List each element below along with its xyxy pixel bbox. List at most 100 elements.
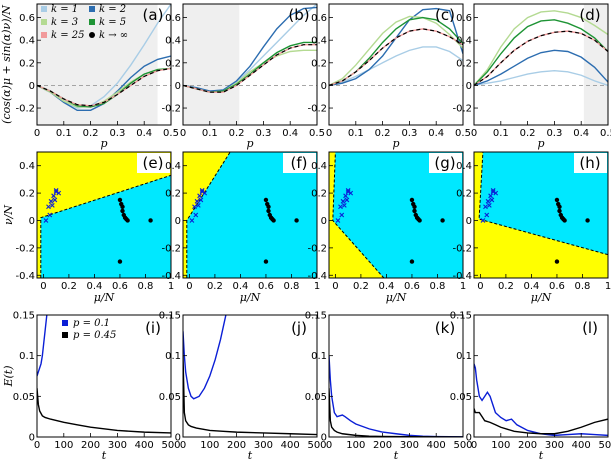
- series-group: [474, 363, 608, 437]
- black-point: [440, 218, 445, 223]
- y-axis-label: ν/N: [2, 205, 15, 225]
- legend-label: k = 3: [51, 17, 78, 28]
- black-point: [266, 204, 271, 209]
- y-tick-label: 0.15: [450, 311, 472, 322]
- black-point: [409, 259, 415, 264]
- y-tick-label: 0: [175, 81, 181, 92]
- panel-label: (l): [582, 319, 598, 337]
- black-point: [412, 204, 417, 209]
- x-tick-label: 200: [227, 440, 246, 451]
- y-tick-label: 0.4: [456, 36, 472, 47]
- x-tick-label: 500: [161, 440, 180, 451]
- series-line-1: [183, 355, 317, 436]
- series-line-0: [183, 315, 227, 400]
- y-tick-label: 0: [321, 81, 327, 92]
- panel-label: (g): [434, 154, 455, 172]
- black-point: [409, 197, 415, 203]
- y-tick-label: 0.6: [165, 13, 181, 24]
- panel-f: 0 0.2 0.4 0.6 0.8 1-0.4-0.200.20.4μ/N(f): [161, 151, 320, 304]
- x-tick-label: 0: [332, 281, 338, 292]
- x-tick-label: 0.4: [428, 128, 444, 139]
- legend-label: p = 0.45: [73, 330, 116, 341]
- x-tick-label: 0.5: [455, 128, 471, 139]
- y-tick-label: 0.1: [165, 351, 181, 362]
- x-tick-label: 0.4: [573, 128, 589, 139]
- x-tick-label: 0.5: [600, 128, 611, 139]
- blue-point: [490, 189, 496, 195]
- x-axis-label: μ/N: [94, 291, 115, 304]
- x-tick-label: 0.6: [404, 281, 420, 292]
- panel-frame: [36, 3, 172, 126]
- x-axis-label: t: [248, 449, 253, 462]
- x-tick-label: 0.4: [282, 128, 298, 139]
- blue-point: [480, 218, 486, 223]
- x-tick-label: 100: [200, 440, 219, 451]
- x-axis-label: t: [102, 449, 107, 462]
- y-tick-label: 0: [29, 433, 35, 444]
- y-tick-label: 0.4: [19, 161, 35, 172]
- panel-label: (i): [145, 319, 161, 337]
- black-point: [417, 218, 422, 223]
- x-tick-label: 0.4: [232, 281, 248, 292]
- blue-point: [340, 198, 346, 204]
- series-line-0: [37, 315, 48, 377]
- y-tick-label: 0.2: [311, 58, 327, 69]
- y-tick-label: 0.2: [165, 58, 181, 69]
- blue-point: [339, 212, 345, 218]
- cyan-region: [332, 152, 463, 278]
- series-group: [329, 7, 463, 87]
- y-tick-label: -0.4: [161, 271, 181, 282]
- heatmap-regions: [329, 152, 463, 278]
- black-point: [266, 208, 271, 214]
- x-tick-label: 0.6: [112, 281, 128, 292]
- x-tick-label: 1: [605, 281, 611, 292]
- blue-point: [341, 203, 347, 208]
- x-tick-label: 500: [598, 440, 611, 451]
- x-tick-label: 300: [254, 440, 273, 451]
- x-axis-label: μ/N: [240, 291, 261, 304]
- y-tick-label: 0.2: [311, 189, 327, 200]
- legend-label: k = 2: [99, 4, 126, 15]
- panel-label: (h): [579, 154, 600, 172]
- series-line-1: [37, 388, 171, 434]
- shaded-region: [183, 4, 240, 125]
- blue-point: [195, 203, 201, 208]
- x-tick-label: 200: [518, 440, 537, 451]
- y-tick-label: 0.05: [13, 392, 35, 403]
- x-tick-label: 400: [135, 440, 154, 451]
- series-group: [329, 355, 463, 437]
- blue-point: [484, 212, 490, 218]
- x-tick-label: 300: [545, 440, 564, 451]
- cyan-region: [479, 152, 608, 278]
- y-tick-label: 0.15: [13, 311, 35, 322]
- series-group: [183, 4, 317, 93]
- blue-point: [193, 212, 199, 218]
- legend-marker: [89, 32, 95, 38]
- x-tick-label: 300: [108, 440, 127, 451]
- y-tick-label: 0.2: [19, 189, 35, 200]
- blue-point: [194, 198, 200, 204]
- blue-point: [485, 198, 491, 204]
- y-tick-label: -0.2: [15, 243, 35, 254]
- x-tick-label: 0: [326, 440, 332, 451]
- x-axis-label: p: [246, 137, 253, 150]
- y-tick-label: 0: [466, 216, 472, 227]
- x-tick-label: 0.4: [136, 128, 152, 139]
- series-line-3: [329, 16, 463, 87]
- shaded-region: [583, 4, 608, 125]
- blue-point: [348, 190, 354, 196]
- panel-frame: [473, 3, 609, 126]
- x-tick-label: 400: [427, 440, 446, 451]
- black-point: [557, 208, 562, 214]
- panel-frame: [328, 314, 464, 438]
- x-tick-label: 0.6: [549, 281, 565, 292]
- x-tick-label: 0: [180, 440, 186, 451]
- panel-frame: [182, 3, 318, 126]
- x-tick-label: 1: [168, 281, 174, 292]
- blue-point: [483, 204, 488, 210]
- panel-frame: [36, 314, 172, 438]
- panel-b: 0 0.1 0.2 0.3 0.4 0.5 -0.2 0 0.2 0.4 0.6 p (b): [161, 3, 325, 150]
